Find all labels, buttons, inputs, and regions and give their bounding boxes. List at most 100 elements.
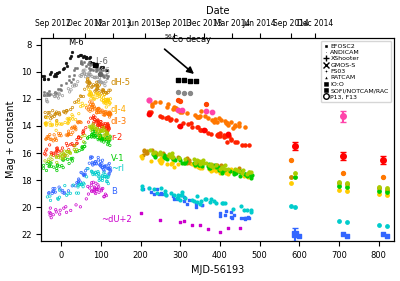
Point <box>86 93 93 98</box>
Point <box>103 137 109 141</box>
Point <box>197 128 203 133</box>
Point <box>92 117 98 122</box>
Point <box>208 164 214 168</box>
Point <box>92 131 98 135</box>
Point <box>196 161 203 166</box>
Point <box>88 103 94 107</box>
Point <box>140 152 146 157</box>
Point <box>80 146 86 151</box>
Point <box>66 129 72 133</box>
Point <box>163 116 170 121</box>
Point <box>97 108 103 112</box>
Point <box>49 115 55 119</box>
Point <box>54 121 60 126</box>
Point <box>90 127 96 131</box>
Point <box>95 183 101 187</box>
Point <box>41 90 47 94</box>
Point <box>96 110 102 114</box>
Point <box>83 55 90 60</box>
Point <box>50 189 57 194</box>
Point <box>104 129 110 134</box>
Point <box>188 125 195 130</box>
Point <box>81 172 88 177</box>
Point <box>98 137 105 142</box>
Point <box>92 159 99 164</box>
Point <box>99 165 106 170</box>
Point <box>60 206 67 210</box>
Point <box>64 154 70 158</box>
Point <box>93 75 99 79</box>
Point <box>107 111 113 115</box>
Point <box>230 169 236 174</box>
Point <box>101 194 107 199</box>
Point <box>77 182 83 186</box>
Point <box>104 179 110 184</box>
Point <box>86 92 93 96</box>
Point <box>94 84 101 88</box>
Point <box>63 141 70 146</box>
Point <box>46 132 53 137</box>
Point <box>104 112 111 116</box>
Point <box>82 68 88 72</box>
Point <box>181 195 187 200</box>
Point <box>171 157 178 162</box>
Point <box>43 123 49 128</box>
Point <box>375 185 382 189</box>
Point <box>225 172 232 177</box>
Point <box>97 128 104 133</box>
Point <box>92 129 98 134</box>
Point <box>50 153 57 157</box>
Point <box>91 75 97 80</box>
Point <box>105 97 112 101</box>
Point <box>221 118 228 123</box>
Point <box>232 167 238 171</box>
Point <box>78 120 84 125</box>
Point <box>66 90 73 94</box>
Point <box>96 79 102 84</box>
Point <box>94 75 101 80</box>
Point <box>86 59 93 64</box>
Point <box>149 104 156 108</box>
Point <box>101 100 108 105</box>
Point <box>188 161 195 166</box>
Point <box>86 66 92 71</box>
Point <box>383 187 390 192</box>
Point <box>90 124 96 128</box>
Point <box>63 133 70 137</box>
Y-axis label: Mag + constant: Mag + constant <box>6 101 16 178</box>
Point <box>94 80 100 85</box>
Point <box>59 151 65 155</box>
Point <box>42 153 49 157</box>
Point <box>97 163 103 167</box>
Point <box>106 171 112 176</box>
Point <box>92 190 98 194</box>
Point <box>100 112 106 117</box>
Point <box>383 193 390 197</box>
Point <box>88 169 95 173</box>
Point <box>86 81 93 85</box>
Point <box>206 166 212 170</box>
Point <box>207 165 214 169</box>
Point <box>92 170 99 175</box>
Point <box>83 106 90 110</box>
Point <box>47 198 54 203</box>
Point <box>94 106 101 111</box>
Point <box>88 91 94 95</box>
Point <box>215 132 221 136</box>
Point <box>227 169 233 173</box>
Point <box>181 90 188 95</box>
Point <box>375 189 382 193</box>
Point <box>106 135 112 139</box>
Point <box>108 113 114 117</box>
Point <box>75 191 82 195</box>
Point <box>102 124 108 128</box>
Point <box>100 90 106 94</box>
Point <box>80 68 86 72</box>
Point <box>88 85 95 90</box>
Point <box>383 190 390 195</box>
Point <box>171 104 178 109</box>
Point <box>92 76 98 80</box>
Point <box>202 197 208 201</box>
Point <box>98 122 104 127</box>
Point <box>103 105 110 109</box>
